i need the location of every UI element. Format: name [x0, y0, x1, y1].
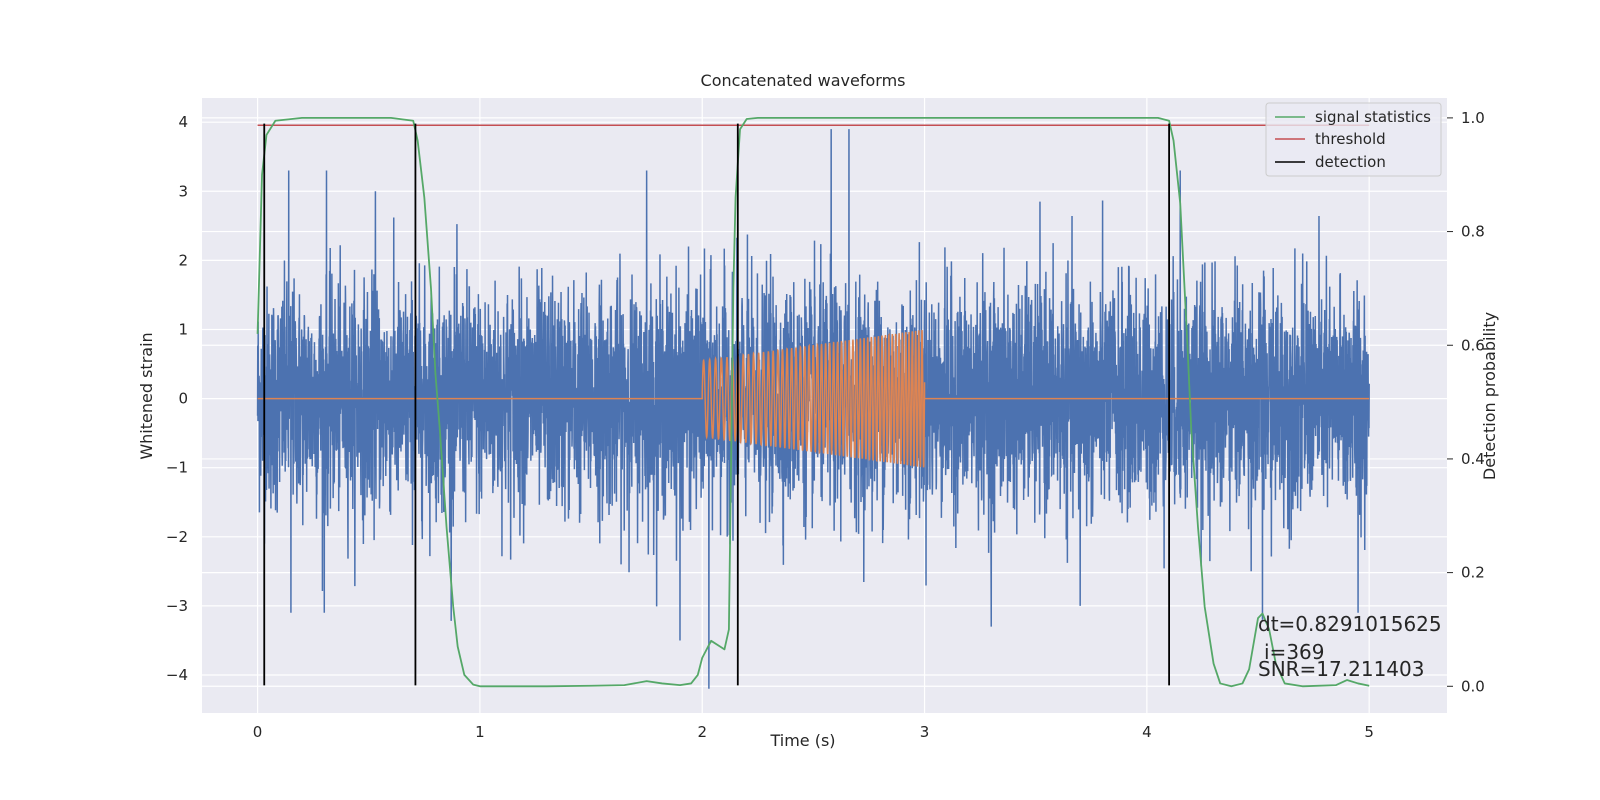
- y-tick-label: 3: [178, 182, 188, 200]
- x-tick-label: 2: [697, 723, 707, 741]
- legend-label-signal-statistics: signal statistics: [1315, 108, 1431, 126]
- y2-tick-label: 0.2: [1461, 564, 1485, 582]
- x-tick-label: 4: [1142, 723, 1152, 741]
- y2-axis-title: Detection probability: [1480, 312, 1499, 480]
- x-tick-label: 0: [253, 723, 263, 741]
- y2-tick-label: 0.0: [1461, 677, 1485, 695]
- y2-tick-label: 1.0: [1461, 109, 1485, 127]
- series-signal-statistics: [256, 116, 1370, 688]
- grid: [202, 98, 1447, 713]
- data-layer: [256, 116, 1370, 689]
- ticks: 0 1 2 3 4 5 4 3 2 1 0 −1 −2 −3 −4 1.0 0.8 0.6 0.4 0.2 0.0: [166, 109, 1485, 741]
- chart-title: Concatenated waveforms: [701, 71, 906, 90]
- y-tick-label: 1: [178, 320, 188, 338]
- y-tick-label: 2: [178, 251, 188, 269]
- x-tick-label: 3: [920, 723, 930, 741]
- x-axis-title: Time (s): [769, 731, 835, 750]
- legend-box: [1265, 102, 1442, 177]
- x-tick-label: 1: [475, 723, 485, 741]
- annotation-dt: dt=0.8291015625: [1258, 612, 1442, 636]
- y-tick-label: −4: [166, 666, 188, 684]
- y2-tick-label: 0.8: [1461, 223, 1485, 241]
- y2-tick-label: 0.6: [1461, 336, 1485, 354]
- y-tick-label: −3: [166, 597, 188, 615]
- x-tick-label: 5: [1364, 723, 1374, 741]
- y-tick-label: 4: [178, 113, 188, 131]
- annotation-snr: SNR=17.211403: [1258, 657, 1424, 681]
- y-tick-label: −1: [166, 459, 188, 477]
- annotation-index: i=369: [1264, 640, 1325, 664]
- legend-label-detection: detection: [1315, 153, 1386, 171]
- legend-label-threshold: threshold: [1315, 130, 1386, 148]
- y-axis-title: Whitened strain: [137, 332, 156, 459]
- y2-tick-label: 0.4: [1461, 450, 1485, 468]
- series-injected-waveform: [257, 329, 1370, 468]
- legend: signal statistics threshold detection: [1265, 102, 1442, 177]
- y-tick-label: 0: [178, 390, 188, 408]
- y-tick-label: −2: [166, 528, 188, 546]
